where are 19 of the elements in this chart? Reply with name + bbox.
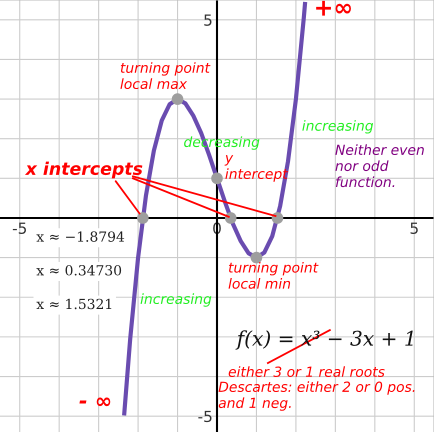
point: [272, 212, 284, 224]
annotation: increasing: [302, 120, 374, 134]
annotation: either 3 or 1 real roots: [228, 366, 385, 377]
annotation: turning point local max: [120, 62, 210, 90]
annotation: - ∞: [79, 397, 110, 406]
point: [137, 212, 149, 224]
x-tick-label: 5: [410, 222, 418, 234]
annotation: x ≈ −1.8794: [36, 231, 124, 242]
annotation: x ≈ 1.5321: [36, 298, 112, 310]
annotation: +∞: [316, 0, 351, 16]
annotation: turning point local min: [228, 262, 319, 289]
point: [172, 93, 184, 105]
x-tick-label: -5: [12, 222, 26, 234]
annotation: Neither even nor odd function.: [335, 144, 424, 188]
annotation: x ≈ 0.34730: [36, 265, 122, 276]
annotation: Descartes: either 2 or 0 pos. and 1 neg.: [218, 381, 414, 411]
annotation: x intercepts: [24, 162, 142, 178]
annotation: increasing: [140, 293, 212, 307]
point: [211, 172, 223, 184]
